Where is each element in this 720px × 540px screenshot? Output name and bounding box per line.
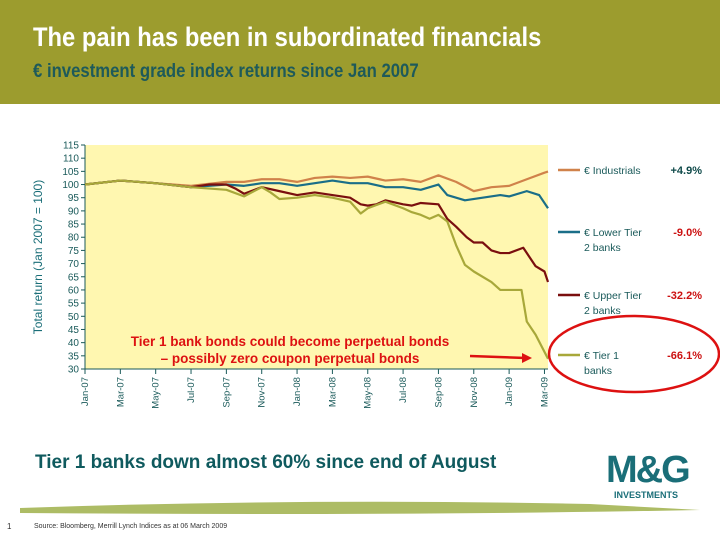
slide-subtitle: € investment grade index returns since J… — [33, 61, 419, 82]
legend-label: € Lower Tier — [584, 227, 642, 239]
y-tick-label: 65 — [68, 272, 80, 283]
series-line-3 — [84, 179, 549, 360]
arrow-head — [522, 353, 532, 363]
y-tick-label: 80 — [68, 233, 80, 244]
annotation-text: Tier 1 bank bonds could become perpetual… — [131, 334, 450, 349]
y-tick-label: 60 — [68, 285, 80, 296]
mg-logo: M&G INVESTMENTS — [606, 450, 694, 500]
y-tick-label: 50 — [68, 312, 80, 323]
logo-mark: M&G — [606, 449, 691, 491]
change-label: -32.2% — [667, 290, 702, 302]
x-tick-label: Jan-08 — [292, 377, 303, 406]
y-axis-title: Total return (Jan 2007 = 100) — [31, 180, 45, 334]
x-tick-label: Mar-07 — [115, 377, 126, 407]
x-tick-label: Nov-07 — [257, 377, 268, 408]
source-note: Source: Bloomberg, Merrill Lynch Indices… — [34, 523, 228, 530]
y-tick-label: 85 — [68, 220, 80, 231]
y-tick-label: 115 — [63, 141, 79, 152]
x-tick-label: Mar-08 — [327, 377, 338, 407]
legend-label: € Upper Tier — [584, 290, 642, 302]
y-tick-label: 100 — [62, 180, 79, 191]
y-tick-label: 40 — [68, 338, 80, 349]
y-tick-label: 75 — [68, 246, 80, 257]
legend-label: 2 banks — [584, 242, 621, 254]
y-tick-label: 105 — [62, 167, 79, 178]
y-tick-label: 110 — [63, 154, 79, 165]
x-tick-label: Nov-08 — [469, 377, 480, 408]
legend-label: € Tier 1 — [584, 350, 619, 362]
x-tick-label: Jul-08 — [398, 377, 409, 403]
y-tick-label: 45 — [68, 325, 80, 336]
x-tick-label: Jan-09 — [504, 377, 515, 406]
series-line-2 — [84, 179, 550, 283]
x-tick-label: Sep-08 — [433, 377, 444, 408]
header-band: The pain has been in subordinated financ… — [0, 0, 720, 104]
legend-label: 2 banks — [584, 305, 621, 317]
x-tick-label: Mar-09 — [539, 377, 550, 407]
change-label: +4.9% — [671, 165, 703, 177]
slide-title: The pain has been in subordinated financ… — [33, 22, 542, 52]
legend-label: banks — [584, 365, 612, 377]
x-tick-label: Sep-07 — [221, 377, 232, 408]
headline-takeaway: Tier 1 banks down almost 60% since end o… — [35, 452, 497, 473]
annotation-text: – possibly zero coupon perpetual bonds — [161, 351, 420, 366]
y-tick-label: 90 — [68, 206, 80, 217]
y-tick-label: 95 — [68, 193, 80, 204]
legend-label: € Industrials — [584, 165, 641, 177]
x-tick-label: May-08 — [363, 377, 374, 409]
annotation-arrow — [469, 354, 527, 360]
x-tick-label: Jan-07 — [80, 377, 91, 406]
y-tick-label: 35 — [68, 351, 80, 362]
y-tick-label: 55 — [68, 299, 80, 310]
logo-subtext: INVESTMENTS — [614, 490, 679, 500]
series-line-0 — [84, 170, 549, 193]
highlight-ellipse — [547, 314, 720, 394]
x-tick-label: May-07 — [151, 377, 162, 409]
change-label: -9.0% — [673, 227, 702, 239]
y-tick-label: 70 — [68, 259, 80, 270]
change-label: -66.1% — [667, 350, 702, 362]
page-number: 1 — [7, 522, 12, 531]
y-tick-label: 30 — [68, 365, 80, 376]
x-tick-label: Jul-07 — [186, 377, 197, 403]
